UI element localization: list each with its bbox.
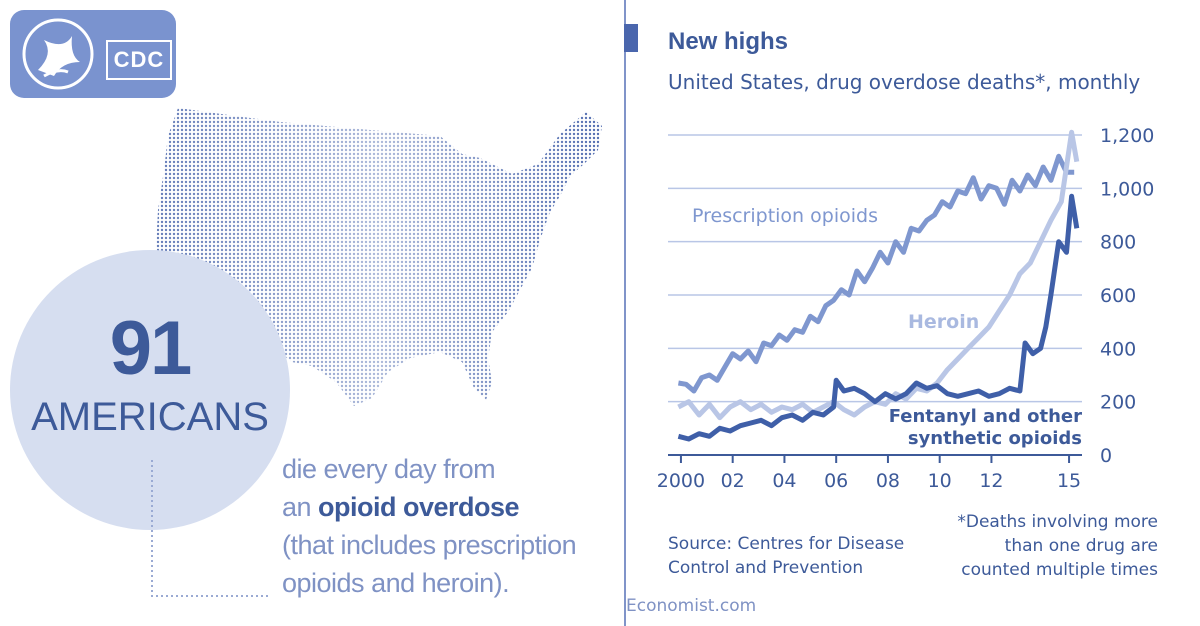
- annotation-fentanyl-line1: Fentanyl and other: [889, 406, 1082, 427]
- stat-unit: AMERICANS: [31, 395, 269, 439]
- chart-source: Source: Centres for Disease Control and …: [668, 532, 918, 580]
- source-line-1: Source: Centres for Disease: [668, 534, 905, 554]
- desc-line-2-prefix: an: [282, 492, 319, 522]
- desc-line-3: (that includes prescription: [282, 530, 577, 560]
- x-tick-label: 06: [824, 470, 848, 492]
- source-line-2: Control and Prevention: [668, 558, 864, 578]
- stat-number: 91: [109, 306, 193, 391]
- cdc-logo-text: CDC: [106, 40, 172, 80]
- series-line-2: [677, 193, 1080, 442]
- series-line-1: [677, 129, 1080, 421]
- panel-divider: [624, 0, 626, 626]
- desc-line-4: opioids and heroin).: [282, 568, 510, 598]
- chart-subtitle: United States, drug overdose deaths*, mo…: [668, 70, 1141, 94]
- series-layer: [677, 129, 1080, 442]
- stat-description: die every day from an opioid overdose (t…: [282, 450, 632, 602]
- desc-line-2: an opioid overdose: [282, 488, 632, 526]
- y-tick-label: 800: [1100, 232, 1136, 254]
- chart-title: New highs: [668, 28, 789, 55]
- credit-text: Economist.com: [626, 596, 757, 616]
- desc-line-1: die every day from: [282, 454, 496, 484]
- annotation-fentanyl-line2: synthetic opioids: [908, 428, 1082, 449]
- chart-panel: New highs United States, drug overdose d…: [624, 0, 1200, 626]
- y-tick-label: 0: [1100, 445, 1112, 467]
- desc-emphasis: opioid overdose: [318, 492, 520, 522]
- y-tick-label: 600: [1100, 285, 1136, 307]
- x-tick-label: 02: [721, 470, 745, 492]
- x-tick-label: 12: [979, 470, 1003, 492]
- title-accent-bar: [624, 24, 638, 52]
- cdc-logo: CDC: [10, 10, 176, 98]
- grid-layer: [668, 134, 1082, 456]
- footnote-line-3: counted multiple times: [961, 560, 1158, 580]
- y-tick-label: 1,000: [1100, 178, 1154, 200]
- annotation-heroin: Heroin: [908, 311, 979, 333]
- y-tick-label: 200: [1100, 392, 1136, 414]
- y-tick-label: 400: [1100, 338, 1136, 360]
- chart-footnote: *Deaths involving more than one drug are…: [898, 510, 1158, 582]
- series-line-0: [677, 153, 1075, 394]
- x-tick-label: 2000: [657, 470, 705, 492]
- x-tick-label: 04: [772, 470, 796, 492]
- line-chart: 0 200 400 600 800 1,000 1,200 2000 02 04 06 08 10 12 1…: [657, 125, 1155, 492]
- stat-circle: [10, 250, 290, 530]
- x-tick-label: 15: [1057, 470, 1081, 492]
- x-tick-label: 10: [928, 470, 952, 492]
- y-tick-label: 1,200: [1100, 125, 1154, 147]
- footnote-line-2: than one drug are: [1004, 536, 1158, 556]
- hhs-eagle-icon: [22, 18, 94, 90]
- cdc-infographic: CDC 91 AMERICANS die every day from an o…: [10, 10, 632, 602]
- x-tick-label: 08: [876, 470, 900, 492]
- tick-layer: 0 200 400 600 800 1,000 1,200 2000 02 04 06 08 10 12 1…: [657, 125, 1155, 492]
- connector-line: [151, 460, 270, 597]
- annotation-prescription: Prescription opioids: [692, 205, 878, 227]
- footnote-line-1: *Deaths involving more: [957, 512, 1158, 532]
